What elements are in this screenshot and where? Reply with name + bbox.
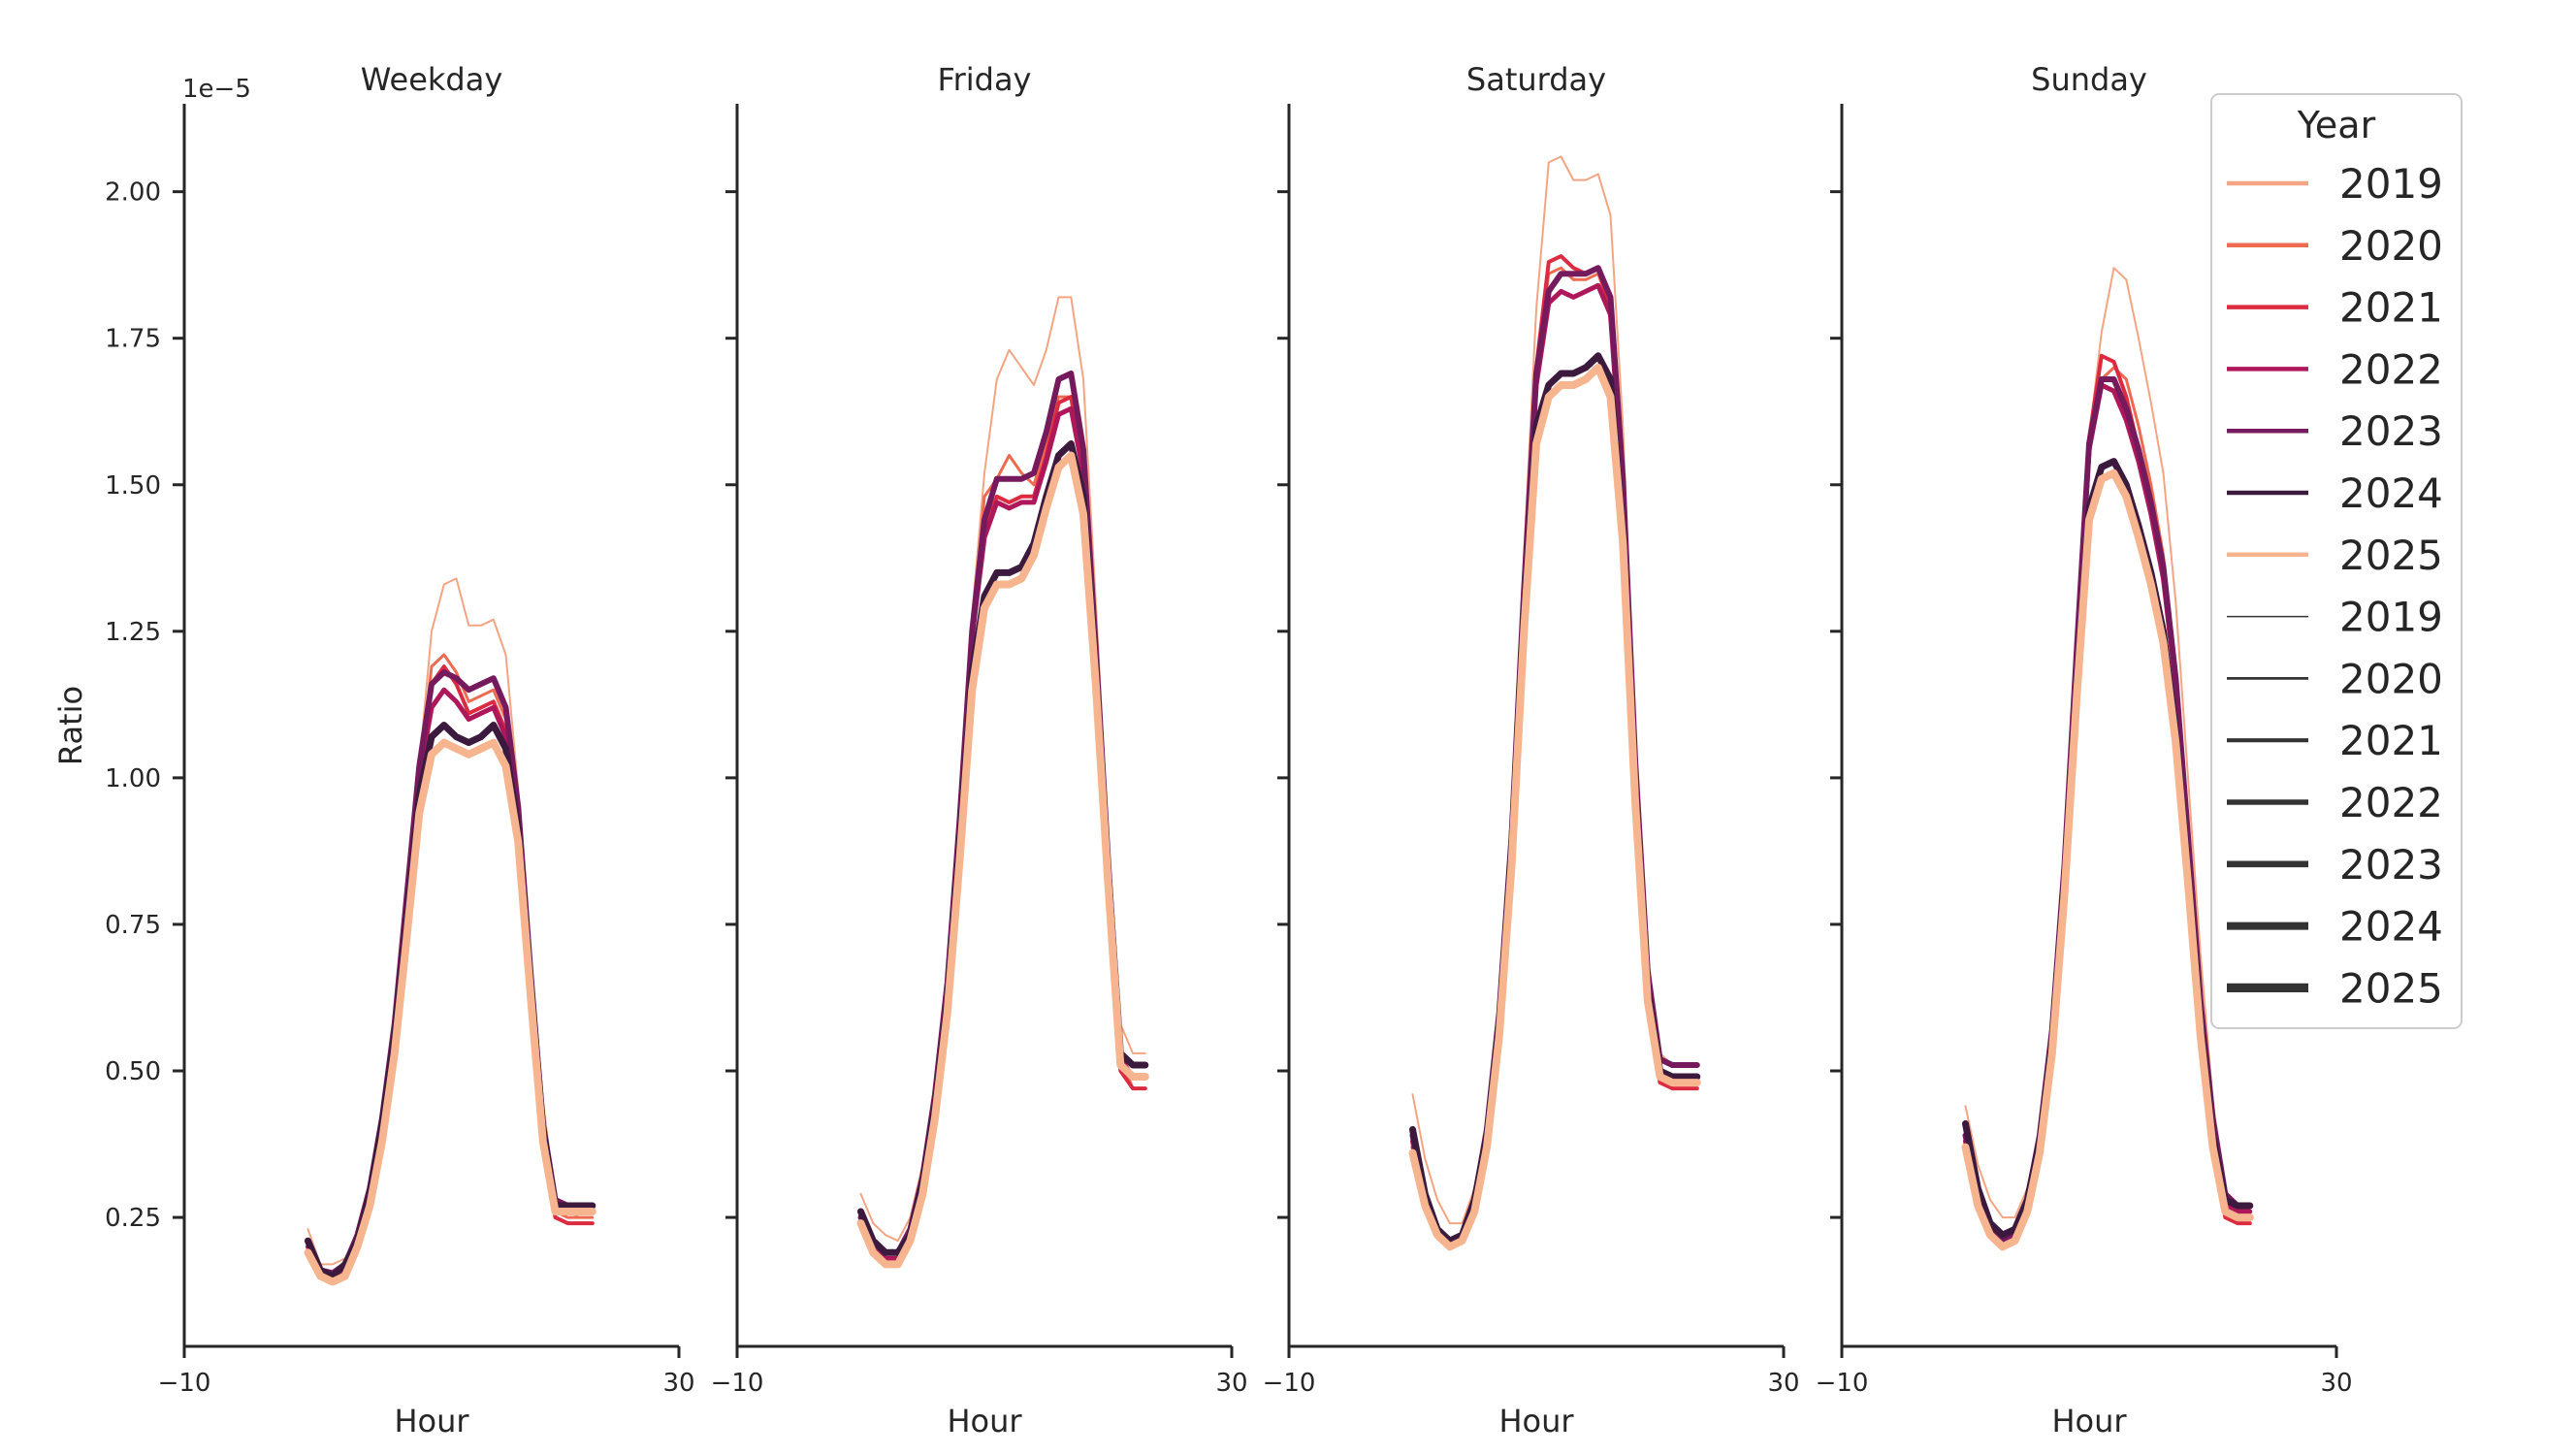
panel-saturday: −10 30 Hour Saturday — [1263, 61, 1800, 1439]
panel-friday: −10 30 Hour Friday — [711, 61, 1248, 1439]
x-tick-label: −10 — [1263, 1369, 1316, 1398]
x-axis-label: Hour — [1498, 1403, 1574, 1439]
y-tick-label: 0.75 — [105, 911, 161, 940]
legend-label: 2022 — [2339, 345, 2443, 393]
y-offset-label: 1e−5 — [182, 75, 251, 104]
series-line-2020 — [1411, 266, 1699, 1243]
panel-title: Weekday — [361, 61, 503, 98]
legend-label: 2023 — [2339, 407, 2443, 455]
y-tick-label: 0.25 — [105, 1204, 161, 1233]
legend: Year 2019 2020 2021 2022 2023 2024 2025 2019 2020… — [2210, 93, 2463, 1029]
x-tick-label: 30 — [1767, 1369, 1799, 1398]
y-tick-label: 1.25 — [105, 618, 161, 647]
panels: 0.25 0.50 0.75 1.00 1.25 1.50 1.75 2.00 −10 30 Hou… — [105, 61, 2352, 1439]
x-tick-label: −10 — [711, 1369, 764, 1398]
legend-label: 2024 — [2339, 903, 2443, 951]
panel-title: Friday — [938, 61, 1032, 98]
legend-frame — [2210, 93, 2463, 1029]
legend-label: 2023 — [2339, 841, 2443, 889]
series-line-2021 — [1410, 254, 1699, 1249]
panel-title: Saturday — [1466, 61, 1606, 98]
y-axis-label: Ratio — [52, 686, 89, 765]
series-line-2025 — [856, 451, 1149, 1269]
legend-label: 2024 — [2339, 469, 2443, 517]
series-line-2025 — [304, 738, 596, 1286]
series-line-2023 — [1409, 265, 1700, 1245]
series-line-2019 — [1964, 267, 2251, 1219]
legend-title: Year — [2297, 104, 2376, 146]
x-axis-label: Hour — [394, 1403, 469, 1439]
panel-sunday: −10 30 Hour Sunday — [1816, 61, 2353, 1439]
legend-label: 2020 — [2339, 655, 2443, 702]
series-line-2025 — [1408, 363, 1701, 1251]
y-tick-label: 1.00 — [105, 764, 161, 793]
panel-weekday: 0.25 0.50 0.75 1.00 1.25 1.50 1.75 2.00 −10 30 Hou… — [105, 61, 694, 1439]
panel-title: Sunday — [2031, 61, 2147, 98]
y-tick-label: 1.75 — [105, 325, 161, 354]
legend-label: 2022 — [2339, 779, 2443, 826]
legend-label: 2019 — [2339, 594, 2443, 641]
legend-label: 2021 — [2339, 717, 2443, 764]
x-tick-label: −10 — [158, 1369, 211, 1398]
x-tick-label: −10 — [1816, 1369, 1869, 1398]
y-tick-label: 1.50 — [105, 471, 161, 501]
legend-label: 2025 — [2339, 964, 2443, 1012]
legend-label: 2025 — [2339, 532, 2443, 579]
x-tick-label: 30 — [662, 1369, 694, 1398]
y-tick-label: 2.00 — [105, 178, 161, 208]
x-tick-label: 30 — [2320, 1369, 2352, 1398]
legend-label: 2020 — [2339, 222, 2443, 270]
y-tick-label: 0.50 — [105, 1057, 161, 1086]
series-line-2022 — [1410, 282, 1700, 1249]
series-line-2024 — [1409, 352, 1701, 1245]
x-tick-label: 30 — [1215, 1369, 1247, 1398]
legend-label: 2019 — [2339, 160, 2443, 208]
legend-label: 2021 — [2339, 284, 2443, 332]
x-axis-label: Hour — [2051, 1403, 2127, 1439]
series-line-2025 — [1961, 469, 2254, 1251]
x-axis-label: Hour — [947, 1403, 1022, 1439]
